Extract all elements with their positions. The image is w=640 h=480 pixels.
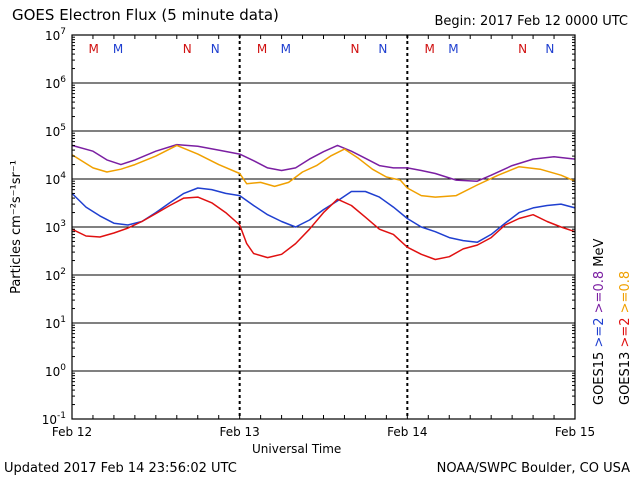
orbit-marker: M xyxy=(448,42,458,56)
legend-row-goes13: GOES13 >=2 >=0.8 xyxy=(618,271,633,405)
series-line xyxy=(71,143,576,182)
y-axis-label-text: Particles cm⁻²s⁻¹sr⁻¹ xyxy=(9,160,24,294)
y-tick-label: 102 xyxy=(45,267,66,283)
y-tick-label: 105 xyxy=(45,123,66,139)
legend-row-goes15: GOES15 >=2 >=0.8 MeV xyxy=(592,239,607,405)
series-line xyxy=(71,144,576,198)
orbit-marker: N xyxy=(518,42,527,56)
x-axis-label: Universal Time xyxy=(252,442,342,456)
begin-time: Begin: 2017 Feb 12 0000 UTC xyxy=(434,14,628,29)
orbit-marker: N xyxy=(350,42,359,56)
series-layer xyxy=(71,143,576,261)
chart-title: GOES Electron Flux (5 minute data) xyxy=(12,6,279,24)
y-tick-label: 104 xyxy=(45,171,66,187)
credit-text: NOAA/SWPC Boulder, CO USA xyxy=(436,461,630,476)
x-tick-label: Feb 14 xyxy=(387,425,427,439)
orbit-marker: N xyxy=(211,42,220,56)
y-tick-label: 107 xyxy=(45,27,66,43)
y-tick-label: 103 xyxy=(45,219,66,235)
y-tick-label: 100 xyxy=(45,363,66,379)
y-axis-label: Particles cm⁻²s⁻¹sr⁻¹ xyxy=(9,160,24,294)
legend: GOES15 >=2 >=0.8 MeV GOES13 >=2 >=0.8 xyxy=(592,239,633,405)
orbit-marker: N xyxy=(378,42,387,56)
series-line xyxy=(71,196,576,261)
plot-frame xyxy=(71,34,576,420)
x-tick-label: Feb 12 xyxy=(52,425,92,439)
y-tick-label: 10-1 xyxy=(42,411,66,427)
x-tick-label: Feb 15 xyxy=(555,425,595,439)
x-tick-label: Feb 13 xyxy=(219,425,259,439)
y-tick-label: 101 xyxy=(45,315,66,331)
orbit-marker: N xyxy=(545,42,554,56)
y-tick-label: 106 xyxy=(45,75,66,91)
orbit-marker: M xyxy=(88,42,98,56)
updated-timestamp: Updated 2017 Feb 14 23:56:02 UTC xyxy=(4,461,237,476)
series-line xyxy=(71,187,576,244)
orbit-marker: M xyxy=(257,42,267,56)
orbit-marker: N xyxy=(183,42,192,56)
orbit-marker: M xyxy=(281,42,291,56)
orbit-marker: M xyxy=(113,42,123,56)
orbit-marker: M xyxy=(425,42,435,56)
